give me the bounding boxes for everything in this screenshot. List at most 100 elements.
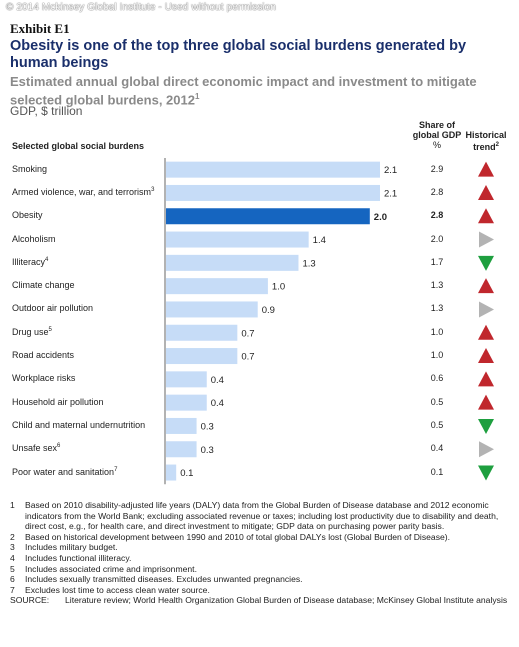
bar bbox=[166, 254, 299, 271]
subtitle-note: 1 bbox=[194, 92, 200, 101]
category-label-text: Climate change bbox=[12, 280, 75, 291]
category-label: Child and maternal undernutrition bbox=[12, 420, 145, 430]
category-label: Unsafe sex6 bbox=[12, 443, 60, 453]
share-value: 2.8 bbox=[430, 186, 444, 197]
share-value: 0.1 bbox=[430, 466, 444, 477]
footnote-text: Based on historical development between … bbox=[25, 531, 451, 542]
category-label-text: Drug use bbox=[12, 326, 49, 337]
trend-up-icon bbox=[478, 161, 494, 177]
footnote-number: 1 bbox=[10, 500, 15, 510]
bar-value-label: 2.1 bbox=[384, 188, 397, 199]
chart-subtitle: Estimated annual global direct economic … bbox=[10, 74, 480, 107]
footnote: 3 Includes military budget. bbox=[10, 542, 510, 553]
category-label: Alcoholism bbox=[12, 234, 56, 244]
category-label: Armed violence, war, and terrorism3 bbox=[12, 187, 154, 197]
category-label: Climate change bbox=[12, 280, 75, 290]
share-value: 0.6 bbox=[430, 373, 444, 384]
share-value: 0.5 bbox=[430, 419, 444, 430]
bar-value-label: 1.3 bbox=[302, 258, 315, 269]
bar-value-label: 2.0 bbox=[374, 212, 387, 223]
footnote-text: Includes military budget. bbox=[25, 542, 118, 553]
footnote-text: Includes functional illiteracy. bbox=[25, 552, 132, 563]
trend-flat-icon bbox=[479, 231, 494, 248]
footnote: 1 Based on 2010 disability-adjusted life … bbox=[10, 500, 510, 532]
bar bbox=[166, 301, 258, 318]
footnote-number: 2 bbox=[10, 531, 15, 542]
trend-header-text: trend bbox=[473, 142, 496, 152]
units-label: GDP, $ trillion bbox=[10, 104, 83, 118]
share-value: 1.7 bbox=[430, 256, 444, 267]
bar bbox=[166, 348, 238, 365]
category-label-text: Unsafe sex bbox=[12, 443, 58, 454]
category-label: Household air pollution bbox=[12, 397, 104, 407]
footnote: 7 Excludes lost time to access clean wate… bbox=[10, 585, 510, 596]
category-label: Illiteracy4 bbox=[12, 257, 48, 267]
footnote-number: 5 bbox=[10, 563, 15, 574]
bar bbox=[166, 371, 207, 388]
category-label-text: Child and maternal undernutrition bbox=[12, 419, 146, 430]
footnote: 2 Based on historical development between… bbox=[10, 532, 510, 543]
share-value: 2.9 bbox=[430, 163, 444, 174]
category-label: Obesity bbox=[12, 210, 43, 220]
trend-up-icon bbox=[478, 208, 494, 224]
exhibit-label: Exhibit E1 bbox=[10, 21, 70, 36]
bar bbox=[166, 184, 380, 201]
footnote-number: 3 bbox=[10, 542, 15, 553]
footnote-text: Includes sexually transmitted diseases. … bbox=[25, 574, 303, 585]
category-label-text: Poor water and sanitation bbox=[12, 466, 115, 477]
bar-value-label: 0.7 bbox=[241, 352, 254, 363]
footnote-number: 6 bbox=[10, 574, 15, 585]
burdens-column-header: Selected global social burdens bbox=[12, 141, 145, 151]
bar bbox=[166, 278, 268, 295]
share-value: 2.8 bbox=[430, 210, 444, 221]
share-value: 1.3 bbox=[430, 280, 444, 291]
share-value: 0.5 bbox=[430, 396, 444, 407]
trend-header-line2: trend2 bbox=[458, 140, 514, 152]
category-label: Poor water and sanitation7 bbox=[12, 467, 117, 477]
bar-value-label: 0.9 bbox=[262, 305, 275, 316]
trend-flat-icon bbox=[479, 301, 494, 318]
trend-up-icon bbox=[478, 394, 494, 410]
bar-value-label: 2.1 bbox=[384, 165, 397, 176]
bar bbox=[166, 324, 238, 341]
source-text: Literature review; World Health Organiza… bbox=[65, 595, 508, 606]
footnotes: 1 Based on 2010 disability-adjusted life … bbox=[10, 500, 510, 606]
category-label-text: Obesity bbox=[12, 210, 43, 221]
bar-value-label: 1.4 bbox=[313, 235, 326, 246]
category-label-note: 6 bbox=[57, 443, 61, 450]
category-label-note: 7 bbox=[114, 466, 118, 473]
share-value: 0.4 bbox=[430, 443, 444, 454]
trend-down-icon bbox=[478, 418, 494, 434]
bar-value-label: 0.3 bbox=[201, 445, 214, 456]
category-label-text: Smoking bbox=[12, 163, 48, 174]
bar bbox=[166, 394, 207, 411]
share-value: 1.0 bbox=[430, 326, 444, 337]
footnote-list: 1 Based on 2010 disability-adjusted life … bbox=[10, 500, 510, 595]
trend-up-icon bbox=[478, 184, 494, 200]
trend-header-line1: Historical bbox=[465, 130, 507, 140]
share-column-header: Share of global GDP % bbox=[402, 120, 472, 150]
trend-up-icon bbox=[478, 371, 494, 387]
category-label-text: Alcoholism bbox=[12, 233, 56, 244]
bar-value-label: 0.4 bbox=[211, 398, 224, 409]
share-header-unit: % bbox=[432, 140, 441, 150]
category-label-text: Household air pollution bbox=[12, 396, 104, 407]
footnote-text: Excludes lost time to access clean water… bbox=[25, 584, 210, 595]
bar-value-label: 0.3 bbox=[201, 421, 214, 432]
trend-up-icon bbox=[478, 278, 494, 294]
footnote-text: Based on 2010 disability-adjusted life y… bbox=[25, 500, 499, 532]
category-label-text: Workplace risks bbox=[12, 373, 76, 384]
bar-value-label: 1.0 bbox=[272, 282, 285, 293]
bar bbox=[166, 417, 197, 434]
category-label-note: 3 bbox=[151, 186, 155, 193]
share-header-line1: Share of bbox=[418, 120, 455, 130]
bar bbox=[166, 441, 197, 458]
source-label: SOURCE: bbox=[10, 595, 50, 606]
footnote: 5 Includes associated crime and imprisonm… bbox=[10, 564, 510, 575]
footnote-number: 7 bbox=[10, 584, 15, 595]
trend-flat-icon bbox=[479, 441, 494, 458]
category-label: Road accidents bbox=[12, 350, 74, 360]
share-value: 2.0 bbox=[430, 233, 444, 244]
trend-header-note: 2 bbox=[495, 142, 499, 148]
